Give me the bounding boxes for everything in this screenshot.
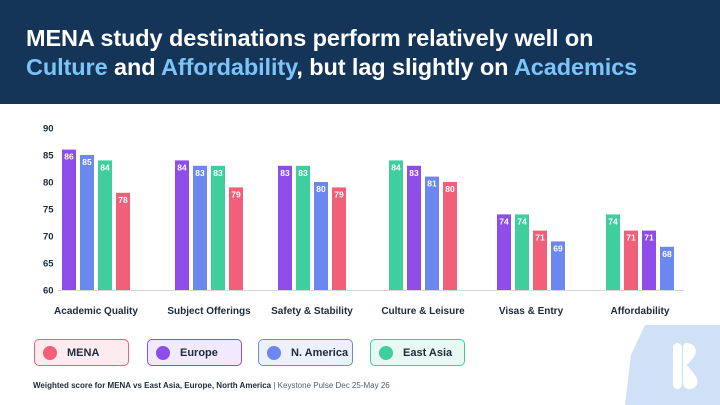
footnote-source: Keystone Pulse Dec 25-May 26 [277,381,390,390]
bar-subject-offerings-mena [229,187,243,290]
legend-item-mena: MENA [34,339,129,366]
category-label: Academic Quality [54,306,138,317]
data-label: 78 [118,195,128,205]
data-label: 84 [100,162,110,172]
title-academics: Academics [513,54,638,80]
category-label: Visas & Entry [499,306,564,317]
footnote-separator: | [271,381,278,390]
legend-item-europe: Europe [147,339,242,366]
bar-culture-and-leisure-n-america [425,176,439,290]
header-banner: MENA study destinations perform relative… [0,0,720,104]
bar-academic-quality-n-america [80,155,94,290]
category-label: Subject Offerings [167,306,251,317]
data-label: 68 [662,249,672,259]
keystone-logo-icon [625,325,720,405]
bar-academic-quality-mena [116,192,130,290]
y-tick-label: 85 [43,151,54,162]
bar-visas-and-entry-east-asia [515,214,529,290]
title-affordability: Affordability [161,54,297,80]
category-label: Culture & Leisure [381,306,465,317]
data-label: 86 [64,152,74,162]
bar-affordability-mena [624,230,638,290]
legend-label-mena: MENA [67,346,100,359]
legend-label-europe: Europe [180,346,218,359]
data-label: 80 [316,184,326,194]
bar-academic-quality-east-asia [98,160,112,290]
bar-safety-and-stability-n-america [314,182,328,290]
legend-swatch-mena [43,345,57,360]
y-tick-label: 70 [43,232,54,243]
footnote-main: Weighted score for MENA vs East Asia, Eu… [33,381,272,390]
data-label: 80 [445,184,455,194]
bar-subject-offerings-n-america [193,165,207,290]
bar-affordability-east-asia [606,214,620,290]
legend-item-n-america: N. America [258,339,353,366]
data-label: 85 [82,157,92,167]
footnote: Weighted score for MENA vs East Asia, Eu… [33,381,390,390]
title-line1: MENA study destinations perform relative… [26,25,594,51]
legend-swatch-east-asia [379,345,393,360]
bar-chart: 60 65 70 75 80 85 90 86 85 84 78 Academic Quality 84… [43,124,684,317]
bar-affordability-europe [642,230,656,290]
category-label: Safety & Stability [271,306,353,317]
data-label: 83 [213,168,223,178]
data-label: 81 [427,179,437,189]
bar-safety-and-stability-europe [278,165,292,290]
data-label: 83 [409,168,419,178]
y-tick-label: 60 [43,286,54,297]
data-label: 79 [334,189,344,199]
bar-visas-and-entry-n-america [551,241,565,290]
bar-subject-offerings-east-asia [211,165,225,290]
bar-affordability-n-america [660,246,674,290]
title-and: and [107,54,162,80]
data-label: 71 [535,233,545,243]
bar-visas-and-entry-mena [533,230,547,290]
data-label: 84 [177,162,187,172]
data-label: 71 [626,233,636,243]
category-label: Affordability [611,306,670,317]
data-label: 79 [231,189,241,199]
data-label: 74 [499,216,509,226]
bar-visas-and-entry-europe [497,214,511,290]
legend-label-east-asia: East Asia [403,346,453,359]
y-tick-label: 80 [43,178,54,189]
data-label: 74 [608,216,618,226]
data-label: 83 [298,168,308,178]
y-tick-label: 65 [43,259,54,270]
data-label: 71 [644,233,654,243]
data-label: 74 [517,216,527,226]
bar-culture-and-leisure-mena [443,182,457,290]
bar-culture-and-leisure-europe [407,165,421,290]
data-label: 84 [391,162,401,172]
bar-academic-quality-europe [62,149,76,290]
bar-subject-offerings-europe [175,160,189,290]
legend-swatch-n-america [267,345,281,360]
data-label: 83 [195,168,205,178]
bar-safety-and-stability-east-asia [296,165,310,290]
y-tick-label: 75 [43,205,54,216]
y-tick-label: 90 [43,124,54,135]
legend-swatch-europe [156,345,170,360]
bar-safety-and-stability-mena [332,187,346,290]
data-label: 83 [280,168,290,178]
data-label: 69 [553,243,563,253]
bar-culture-and-leisure-east-asia [389,160,403,290]
title-lag: , but lag slightly on [296,54,514,80]
title-culture: Culture [26,54,108,80]
legend-item-east-asia: East Asia [370,339,465,366]
legend-label-n-america: N. America [291,346,349,359]
page-title: MENA study destinations perform relative… [26,24,706,82]
